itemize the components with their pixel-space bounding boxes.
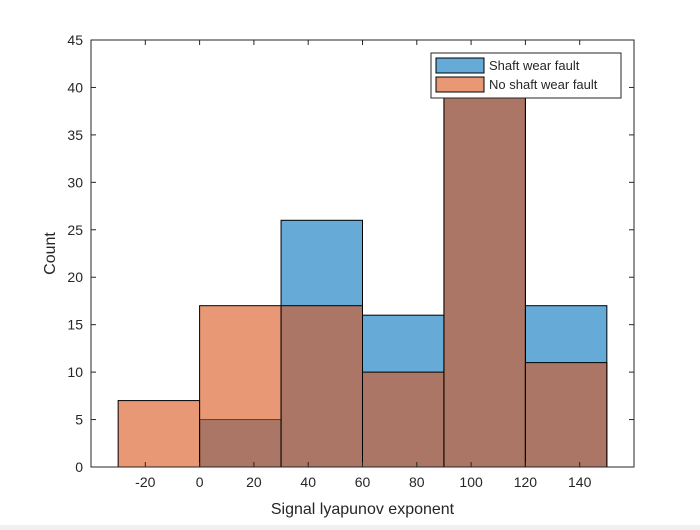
x-tick-label: 140 <box>568 474 592 490</box>
x-tick-label: 60 <box>355 474 371 490</box>
x-tick-label: -20 <box>135 474 155 490</box>
bar-series-2-bin-3 <box>280 305 363 468</box>
y-tick-label: 30 <box>67 174 83 190</box>
legend-entry-label[interactable]: Shaft wear fault <box>489 58 580 73</box>
bar-series-2-bin-4 <box>362 371 445 468</box>
y-tick-label: 40 <box>67 79 83 95</box>
legend-entry-label[interactable]: No shaft wear fault <box>489 77 598 92</box>
y-axis-label: Count <box>42 232 59 275</box>
bar-series-2-bin-1 <box>117 400 201 468</box>
bar-series-2-bin-2 <box>199 305 282 468</box>
legend-swatch <box>435 76 485 93</box>
x-tick-label: 120 <box>514 474 538 490</box>
x-tick-label: 20 <box>246 474 262 490</box>
y-tick-label: 20 <box>67 269 83 285</box>
y-tick-label: 0 <box>75 459 83 475</box>
x-tick-label: 0 <box>196 474 204 490</box>
bar-series-2-bin-5 <box>443 86 526 468</box>
x-axis-label: Signal lyapunov exponent <box>271 501 455 518</box>
legend-swatch <box>435 57 485 74</box>
y-tick-label: 25 <box>67 222 83 238</box>
y-tick-label: 45 <box>67 32 83 48</box>
x-tick-label: 80 <box>409 474 425 490</box>
y-tick-label: 10 <box>67 364 83 380</box>
y-tick-label: 15 <box>67 317 83 333</box>
legend[interactable]: Shaft wear fault No shaft wear fault <box>430 52 622 99</box>
x-tick-label: 100 <box>459 474 483 490</box>
bar-series-2-bin-6 <box>524 362 608 468</box>
y-tick-label: 35 <box>67 127 83 143</box>
bars-group <box>117 86 608 468</box>
x-tick-label: 40 <box>300 474 316 490</box>
ticks-group: -20 0 20 40 60 80 100 120 140 0 5 10 15 20 25 30 35 40 45 <box>67 32 634 490</box>
y-tick-label: 5 <box>75 412 83 428</box>
